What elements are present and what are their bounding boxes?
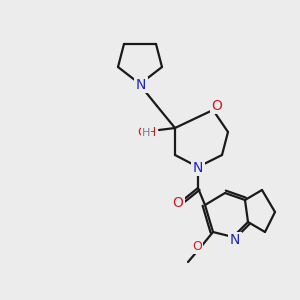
Text: O: O <box>172 196 183 210</box>
Text: N: N <box>193 161 203 175</box>
Text: H: H <box>142 128 150 138</box>
Text: N: N <box>230 233 240 247</box>
Text: O: O <box>212 99 222 113</box>
Text: OH: OH <box>137 125 156 139</box>
Text: N: N <box>136 78 146 92</box>
Text: O: O <box>192 239 202 253</box>
